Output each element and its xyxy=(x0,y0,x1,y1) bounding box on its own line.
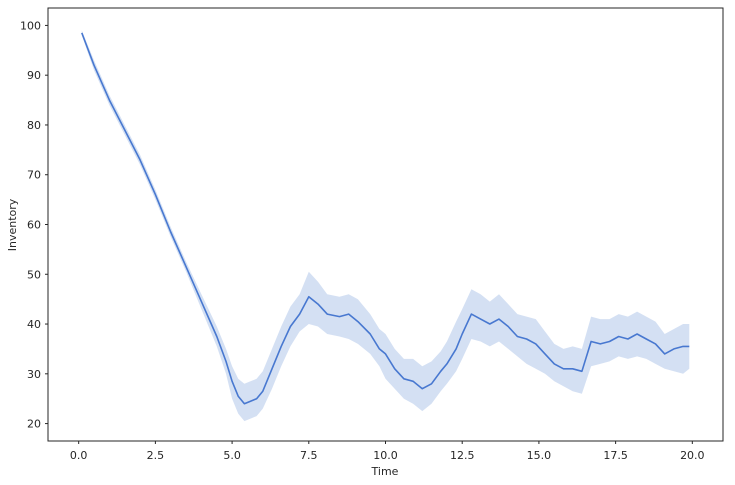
plot-frame xyxy=(47,7,724,442)
y-tick-label: 100 xyxy=(20,19,41,32)
y-axis-label: Inventory xyxy=(6,198,19,251)
x-tick-label: 12.5 xyxy=(450,449,475,462)
confidence-band-0 xyxy=(81,30,690,422)
y-tick-label: 20 xyxy=(27,418,41,431)
x-tick-label: 17.5 xyxy=(603,449,628,462)
x-tick-label: 10.0 xyxy=(373,449,398,462)
y-tick-label: 80 xyxy=(27,119,41,132)
x-axis-label: Time xyxy=(371,465,399,478)
x-tick-label: 5.0 xyxy=(223,449,241,462)
x-tick-label: 0.0 xyxy=(70,449,88,462)
y-tick-label: 50 xyxy=(27,268,41,281)
y-tick-label: 70 xyxy=(27,169,41,182)
y-tick-label: 40 xyxy=(27,318,41,331)
y-tick-label: 60 xyxy=(27,219,41,232)
x-tick-label: 15.0 xyxy=(527,449,552,462)
x-tick-label: 2.5 xyxy=(147,449,165,462)
y-tick-label: 90 xyxy=(27,69,41,82)
x-tick-label: 7.5 xyxy=(300,449,318,462)
series-line-0 xyxy=(81,32,690,405)
y-tick-label: 30 xyxy=(27,368,41,381)
x-tick-label: 20.0 xyxy=(680,449,705,462)
